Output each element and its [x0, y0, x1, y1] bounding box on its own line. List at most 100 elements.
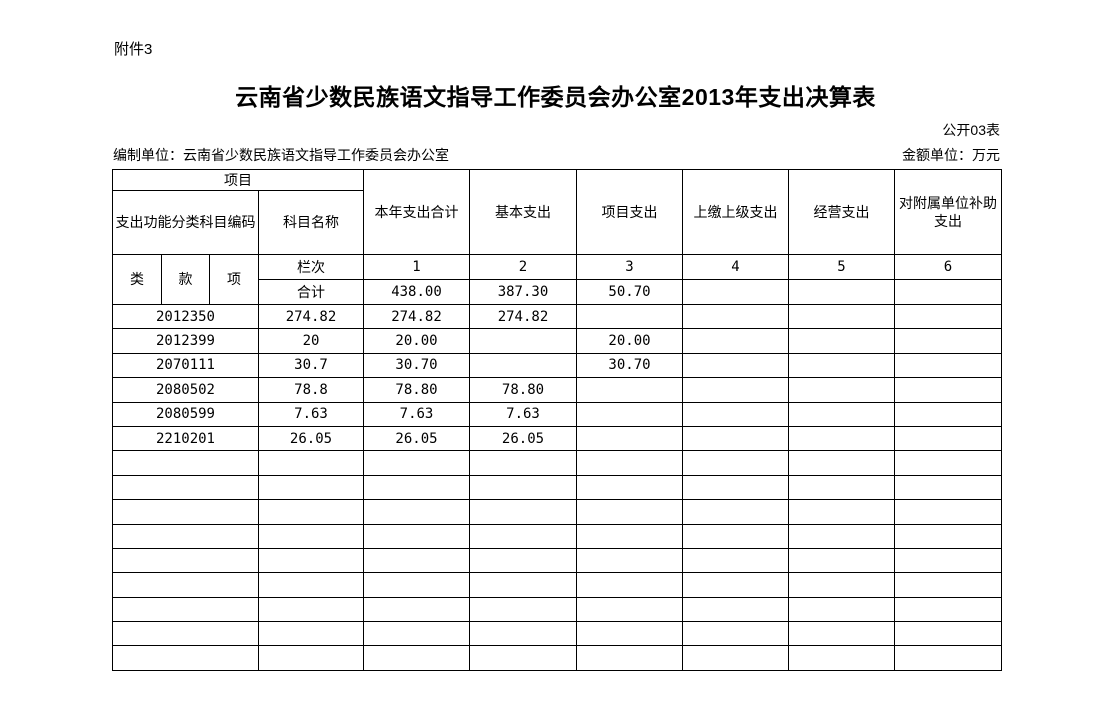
- empty-value-cell: [894, 645, 1002, 671]
- row-val-5: [788, 401, 895, 427]
- row-name: 30.7: [258, 352, 364, 379]
- empty-value-cell: [363, 572, 470, 598]
- empty-value-cell: [469, 450, 577, 476]
- row-code: 2080599: [112, 401, 259, 427]
- header-kuan: 款: [161, 254, 210, 305]
- header-row-lanci: 类 款 项 栏次 1 2 3 4 5 6: [112, 254, 1002, 305]
- empty-value-cell: [469, 621, 577, 647]
- row-name: 274.82: [258, 303, 364, 330]
- row-code: 2012350: [112, 303, 259, 330]
- attachment-label: 附件3: [114, 41, 153, 58]
- empty-row: [112, 474, 1002, 501]
- empty-row: [112, 547, 1002, 574]
- empty-value-cell: [894, 547, 1002, 574]
- table-row: 2210201 26.05 26.05 26.05: [112, 425, 1002, 452]
- empty-code-cell: [112, 523, 259, 549]
- empty-value-cell: [894, 499, 1002, 525]
- col-num-4: 4: [682, 254, 789, 280]
- empty-value-cell: [894, 474, 1002, 501]
- row-val-2: [469, 352, 577, 379]
- empty-name-cell: [258, 547, 364, 574]
- header-class: 类: [112, 254, 162, 305]
- row-val-2: 78.80: [469, 377, 577, 403]
- empty-value-cell: [576, 474, 683, 501]
- empty-name-cell: [258, 523, 364, 549]
- row-val-6: [894, 425, 1002, 452]
- empty-code-cell: [112, 596, 259, 623]
- header-col-project-exp: 项目支出: [576, 169, 683, 255]
- row-code: 2070111: [112, 352, 259, 379]
- empty-code-cell: [112, 474, 259, 501]
- header-row-main: 支出功能分类科目编码 科目名称: [112, 190, 1002, 255]
- row-val-1: 26.05: [363, 425, 470, 452]
- empty-name-cell: [258, 572, 364, 598]
- table-row: 2080599 7.63 7.63 7.63: [112, 401, 1002, 427]
- empty-value-cell: [363, 450, 470, 476]
- empty-row: [112, 621, 1002, 647]
- expenditure-table: 项目 本年支出合计 基本支出 项目支出 上缴上级支出 经营支出 对附属单位补助支…: [112, 169, 1002, 671]
- header-lanci: 栏次: [258, 254, 364, 280]
- empty-value-cell: [682, 645, 789, 671]
- empty-value-cell: [576, 523, 683, 549]
- empty-value-cell: [682, 450, 789, 476]
- empty-value-cell: [469, 572, 577, 598]
- empty-value-cell: [788, 572, 895, 598]
- header-row-project: 项目 本年支出合计 基本支出 项目支出 上缴上级支出 经营支出 对附属单位补助支…: [112, 169, 1002, 255]
- empty-row: [112, 596, 1002, 623]
- row-name: 7.63: [258, 401, 364, 427]
- empty-value-cell: [576, 645, 683, 671]
- row-name: 78.8: [258, 377, 364, 403]
- row-val-2: 26.05: [469, 425, 577, 452]
- empty-value-cell: [469, 547, 577, 574]
- empty-value-cell: [682, 474, 789, 501]
- table-row: 2012399 20 20.00 20.00: [112, 328, 1002, 354]
- row-code: 2210201: [112, 425, 259, 452]
- empty-value-cell: [682, 499, 789, 525]
- empty-code-cell: [112, 499, 259, 525]
- row-val-4: [682, 377, 789, 403]
- empty-code-cell: [112, 645, 259, 671]
- empty-name-cell: [258, 621, 364, 647]
- row-val-5: [788, 377, 895, 403]
- table-row: 2012350 274.82 274.82 274.82: [112, 303, 1002, 330]
- empty-value-cell: [682, 547, 789, 574]
- page-title: 云南省少数民族语文指导工作委员会办公室2013年支出决算表: [235, 84, 876, 110]
- empty-value-cell: [469, 645, 577, 671]
- total-project: 50.70: [576, 279, 683, 305]
- empty-value-cell: [894, 523, 1002, 549]
- empty-code-cell: [112, 572, 259, 598]
- row-code: 2012399: [112, 328, 259, 354]
- row-val-5: [788, 328, 895, 354]
- empty-value-cell: [363, 621, 470, 647]
- empty-code-cell: [112, 547, 259, 574]
- empty-value-cell: [576, 499, 683, 525]
- col-num-2: 2: [469, 254, 577, 280]
- row-val-6: [894, 328, 1002, 354]
- row-val-6: [894, 352, 1002, 379]
- total-subsidy: [894, 279, 1002, 305]
- header-col-upper-level: 上缴上级支出: [682, 169, 789, 255]
- row-val-3: 20.00: [576, 328, 683, 354]
- total-row: 合计 438.00 387.30 50.70: [113, 279, 1002, 305]
- empty-value-cell: [363, 645, 470, 671]
- empty-value-cell: [363, 474, 470, 501]
- empty-name-cell: [258, 645, 364, 671]
- amount-unit-label: 金额单位：万元: [902, 147, 1000, 163]
- empty-value-cell: [788, 523, 895, 549]
- empty-value-cell: [469, 499, 577, 525]
- empty-value-cell: [363, 547, 470, 574]
- empty-value-cell: [788, 450, 895, 476]
- row-val-1: 7.63: [363, 401, 470, 427]
- row-val-6: [894, 401, 1002, 427]
- empty-name-cell: [258, 499, 364, 525]
- empty-value-cell: [682, 621, 789, 647]
- doc-code-label: 公开03表: [942, 122, 1000, 138]
- header-project: 项目: [112, 169, 364, 191]
- prepared-by-label: 编制单位：云南省少数民族语文指导工作委员会办公室: [113, 147, 449, 163]
- empty-value-cell: [788, 621, 895, 647]
- table-row: 2070111 30.7 30.70 30.70: [112, 352, 1002, 379]
- row-val-3: [576, 377, 683, 403]
- col-num-3: 3: [576, 254, 683, 280]
- empty-value-cell: [788, 474, 895, 501]
